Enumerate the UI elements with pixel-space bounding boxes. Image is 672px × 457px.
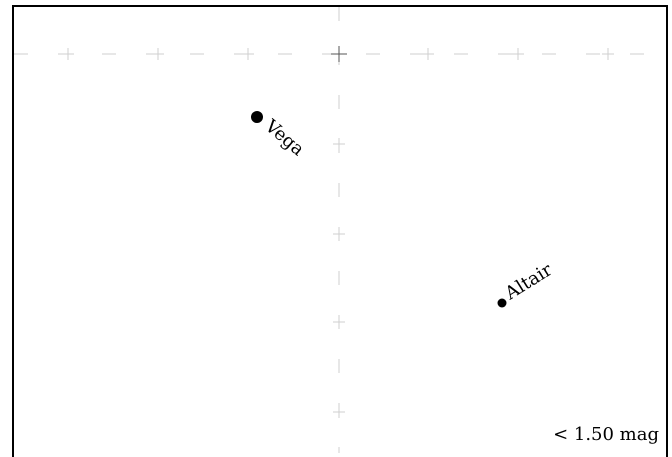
grid-crosses: [62, 48, 614, 418]
star-vega-label: Vega: [260, 115, 308, 160]
grid-cross-marker: [242, 48, 254, 60]
star-altair-marker: [497, 298, 507, 308]
grid-cross-marker: [333, 138, 345, 150]
grid-cross-marker: [62, 48, 74, 60]
grid-cross-marker: [333, 228, 345, 240]
coordinate-grid: [14, 7, 668, 453]
grid-cross-marker: [602, 48, 614, 60]
grid-cross-marker: [333, 316, 345, 328]
grid-cross-marker: [422, 48, 434, 60]
center-cross-marker: [331, 46, 347, 62]
star-vega-marker: [251, 111, 263, 123]
star-vega: Vega: [251, 111, 308, 160]
grid-cross-marker: [333, 406, 345, 418]
magnitude-limit-label: < 1.50 mag: [553, 424, 659, 445]
star-altair-label: Altair: [501, 259, 557, 305]
grid-cross-marker: [512, 48, 524, 60]
star-altair: Altair: [497, 259, 557, 308]
grid-cross-marker: [152, 48, 164, 60]
star-chart-frame: [12, 5, 668, 457]
